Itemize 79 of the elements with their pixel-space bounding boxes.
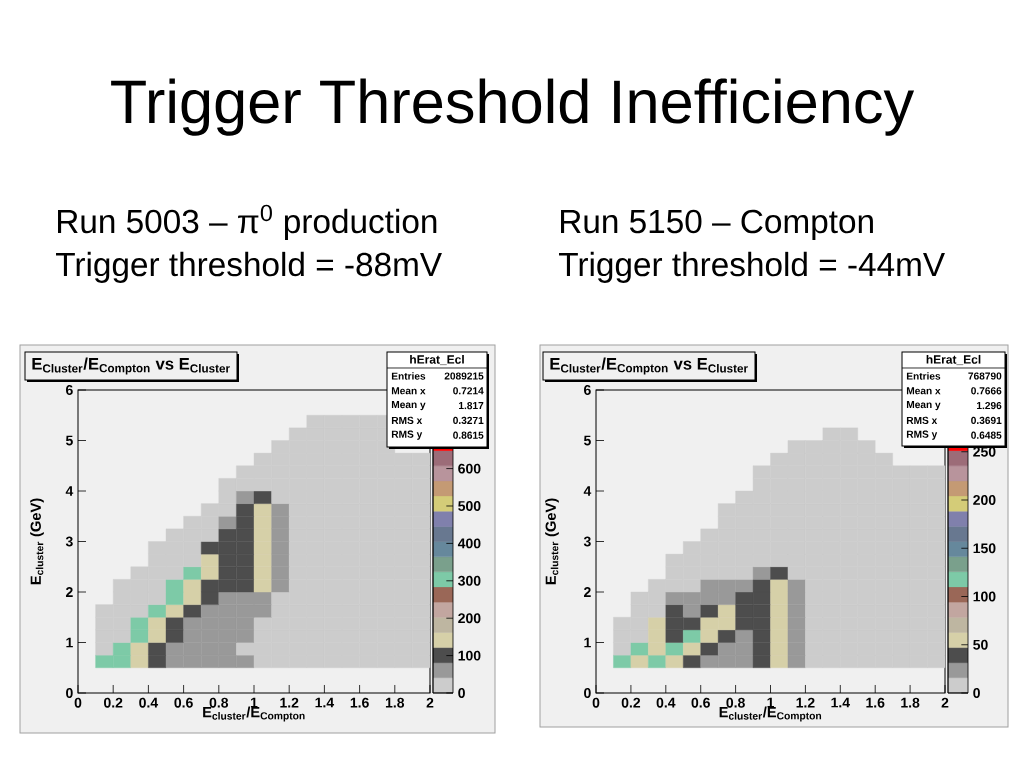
x-tick-label: 0 — [592, 697, 600, 708]
x-tick-label: 0.8 — [726, 697, 745, 708]
y-tick-label: 3 — [65, 536, 73, 547]
x-tick-label: 0.4 — [139, 697, 159, 708]
y-axis-title: E$_{cluster}$ (GeV) — [545, 498, 559, 585]
text: 1.817 — [459, 402, 484, 410]
y-tick-label: 5 — [65, 435, 73, 446]
text: 2089215 — [444, 372, 484, 380]
y-tick-label: 0 — [584, 688, 591, 698]
annotation: RMS y — [906, 430, 938, 440]
chart-title: E$_{Cluster}$/E$_{Compton}$ vs E$_{Cluster}$ — [32, 357, 230, 375]
y-tick-label: 3 — [583, 536, 591, 547]
y-tick-label: 5 — [583, 435, 591, 446]
text: 0.6485 — [971, 431, 1002, 439]
text: 1.296 — [977, 402, 1002, 410]
x-tick-label: 1 — [250, 697, 258, 708]
x-tick-label: 0 — [74, 697, 82, 708]
chart-title: E$_{Cluster}$/E$_{Compton}$ vs E$_{Cluster}$ — [550, 357, 748, 375]
y-tick-label: 6 — [584, 385, 591, 395]
chart-subtitle: Run 5003 – π$^{0}$ production — [58, 204, 437, 240]
color-bar-label: 100 — [973, 591, 996, 602]
x-tick-label: 1.6 — [350, 697, 369, 708]
x-tick-label: 0.2 — [104, 697, 123, 708]
y-axis-title: E$_{cluster}$ (GeV) — [30, 498, 44, 585]
text: Trigger threshold = -44mV — [559, 251, 945, 283]
text: Entries — [391, 372, 426, 380]
x-tick-label: 0.6 — [691, 697, 710, 708]
color-bar-label: 50 — [973, 639, 988, 650]
text: hErat_Ecl — [926, 354, 981, 366]
y-tick-label: 6 — [66, 385, 73, 395]
x-tick-label: 1.6 — [866, 697, 885, 708]
chart-subtitle: Run 5150 – Compton — [561, 209, 873, 240]
x-tick-label: 0.6 — [174, 697, 193, 708]
text: hErat_Ecl — [410, 354, 464, 366]
annotation: Mean y — [391, 401, 426, 411]
y-tick-label: 1 — [66, 637, 73, 648]
y-tick-label: 4 — [65, 486, 74, 496]
y-tick-label: 2 — [65, 587, 73, 597]
x-tick-label: 1.2 — [280, 697, 299, 708]
x-tick-label: 1.2 — [796, 697, 815, 708]
y-tick-label: 2 — [583, 587, 591, 597]
x-tick-label: 1 — [767, 697, 774, 708]
color-bar-label: 500 — [458, 501, 481, 511]
x-tick-label: 1.4 — [831, 697, 850, 708]
x-tick-label: 2 — [426, 697, 434, 708]
y-tick-label: 4 — [583, 486, 592, 496]
x-tick-label: 0.2 — [621, 697, 641, 708]
text: 0.7214 — [453, 387, 484, 395]
annotation: RMS x — [906, 416, 938, 424]
text: 0.3271 — [453, 416, 484, 424]
text: Trigger threshold = -88mV — [56, 251, 442, 283]
x-tick-label: 1.8 — [385, 697, 405, 708]
text: Entries — [906, 372, 941, 380]
color-bar-label: 0 — [973, 688, 980, 698]
color-bar-label: 200 — [458, 613, 481, 624]
text: Trigger Threshold Inefficiency — [111, 78, 915, 136]
text: 0.8615 — [453, 431, 484, 439]
color-bar-label: 150 — [973, 543, 996, 554]
annotation: RMS x — [391, 416, 423, 424]
annotation: Mean x — [906, 387, 941, 395]
text: 0.3691 — [971, 416, 1002, 424]
y-tick-label: 1 — [584, 637, 591, 648]
color-bar-label: 100 — [458, 650, 481, 661]
x-tick-label: 1.4 — [315, 697, 335, 708]
color-bar-label: 0 — [458, 688, 465, 698]
x-tick-label: 0.4 — [656, 697, 676, 708]
text: 768790 — [968, 372, 1002, 380]
annotation: Mean x — [391, 387, 426, 395]
x-tick-label: 2 — [941, 697, 949, 708]
color-bar-label: 300 — [458, 575, 481, 586]
color-bar-label: 200 — [973, 495, 996, 505]
color-bar-label: 600 — [458, 463, 481, 474]
annotation: Mean y — [906, 401, 941, 411]
y-tick-label: 0 — [66, 688, 73, 698]
x-tick-label: 0.8 — [209, 697, 229, 708]
annotation: RMS y — [391, 430, 423, 440]
x-tick-label: 1.8 — [901, 697, 920, 708]
color-bar-label: 400 — [457, 538, 481, 549]
text: 0.7666 — [971, 387, 1002, 395]
